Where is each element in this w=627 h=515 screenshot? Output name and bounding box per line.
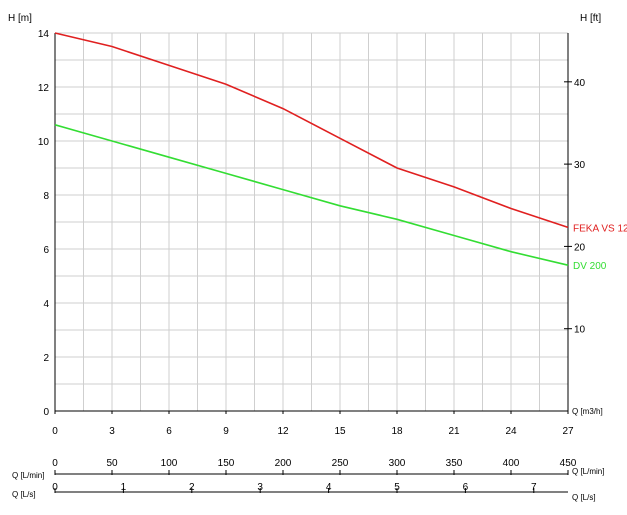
secondary-axis-tick-label: 450	[560, 458, 577, 469]
y-tick-label: 14	[38, 29, 50, 40]
secondary-axis-tick-label: 7	[531, 482, 537, 493]
secondary-axis-tick-label: 5	[394, 482, 400, 493]
x-axis-label: Q [m3/h]	[572, 407, 603, 416]
axes	[54, 33, 572, 493]
y-tick-label: 6	[43, 245, 49, 256]
secondary-axis-tick-label: 2	[189, 482, 195, 493]
x-tick-label: 3	[109, 426, 115, 437]
y-right-tick-label: 30	[574, 160, 586, 171]
secondary-axis-label-ls: Q [L/s]	[572, 493, 596, 502]
grid-lines	[55, 32, 569, 411]
y-right-tick-label: 10	[574, 325, 586, 336]
x-tick-label: 27	[562, 426, 574, 437]
secondary-axis-tick-label: 1	[121, 482, 127, 493]
x-tick-label: 21	[448, 426, 460, 437]
secondary-axis-tick-label: 3	[257, 482, 263, 493]
secondary-axis-label-ls-left: Q [L/s]	[12, 490, 36, 499]
y-right-tick-label: 20	[574, 242, 586, 253]
y-axis-right-label: H [ft]	[580, 13, 601, 24]
secondary-axis-tick-label: 400	[503, 458, 520, 469]
y-tick-label: 10	[38, 137, 50, 148]
secondary-axis-label-lmin: Q [L/min]	[572, 467, 604, 476]
x-tick-label: 24	[505, 426, 517, 437]
x-tick-label: 9	[223, 426, 229, 437]
y-tick-label: 2	[43, 353, 49, 364]
secondary-axis-tick-label: 0	[52, 482, 58, 493]
text-layer: H [m] H [ft] Q [m3/h] Q [L/min] Q [L/s] …	[8, 13, 627, 502]
y-tick-label: 0	[43, 407, 49, 418]
y-tick-label: 8	[43, 191, 49, 202]
y-tick-label: 4	[43, 299, 49, 310]
y-tick-label: 12	[38, 83, 50, 94]
secondary-axis-tick-label: 6	[463, 482, 469, 493]
x-tick-label: 6	[166, 426, 172, 437]
secondary-axis-tick-label: 300	[389, 458, 406, 469]
secondary-axis-tick-label: 50	[106, 458, 118, 469]
secondary-axis-tick-label: 200	[275, 458, 292, 469]
secondary-axis-label-lmin-left: Q [L/min]	[12, 471, 44, 480]
secondary-axis-tick-label: 0	[52, 458, 58, 469]
series-label: FEKA VS 1200	[573, 223, 627, 234]
series-label: DV 200	[573, 261, 607, 272]
secondary-axis-tick-label: 250	[332, 458, 349, 469]
y-right-tick-label: 40	[574, 78, 586, 89]
series-layer	[54, 32, 569, 266]
x-tick-label: 12	[277, 426, 289, 437]
series-line	[54, 124, 569, 266]
x-tick-label: 18	[391, 426, 403, 437]
secondary-axis-tick-label: 150	[218, 458, 235, 469]
secondary-axis-tick-label: 4	[326, 482, 332, 493]
secondary-axis-tick-label: 100	[161, 458, 178, 469]
x-tick-label: 15	[334, 426, 346, 437]
series-line	[54, 32, 569, 229]
secondary-axis-tick-label: 350	[446, 458, 463, 469]
y-axis-left-label: H [m]	[8, 13, 32, 24]
x-tick-label: 0	[52, 426, 58, 437]
